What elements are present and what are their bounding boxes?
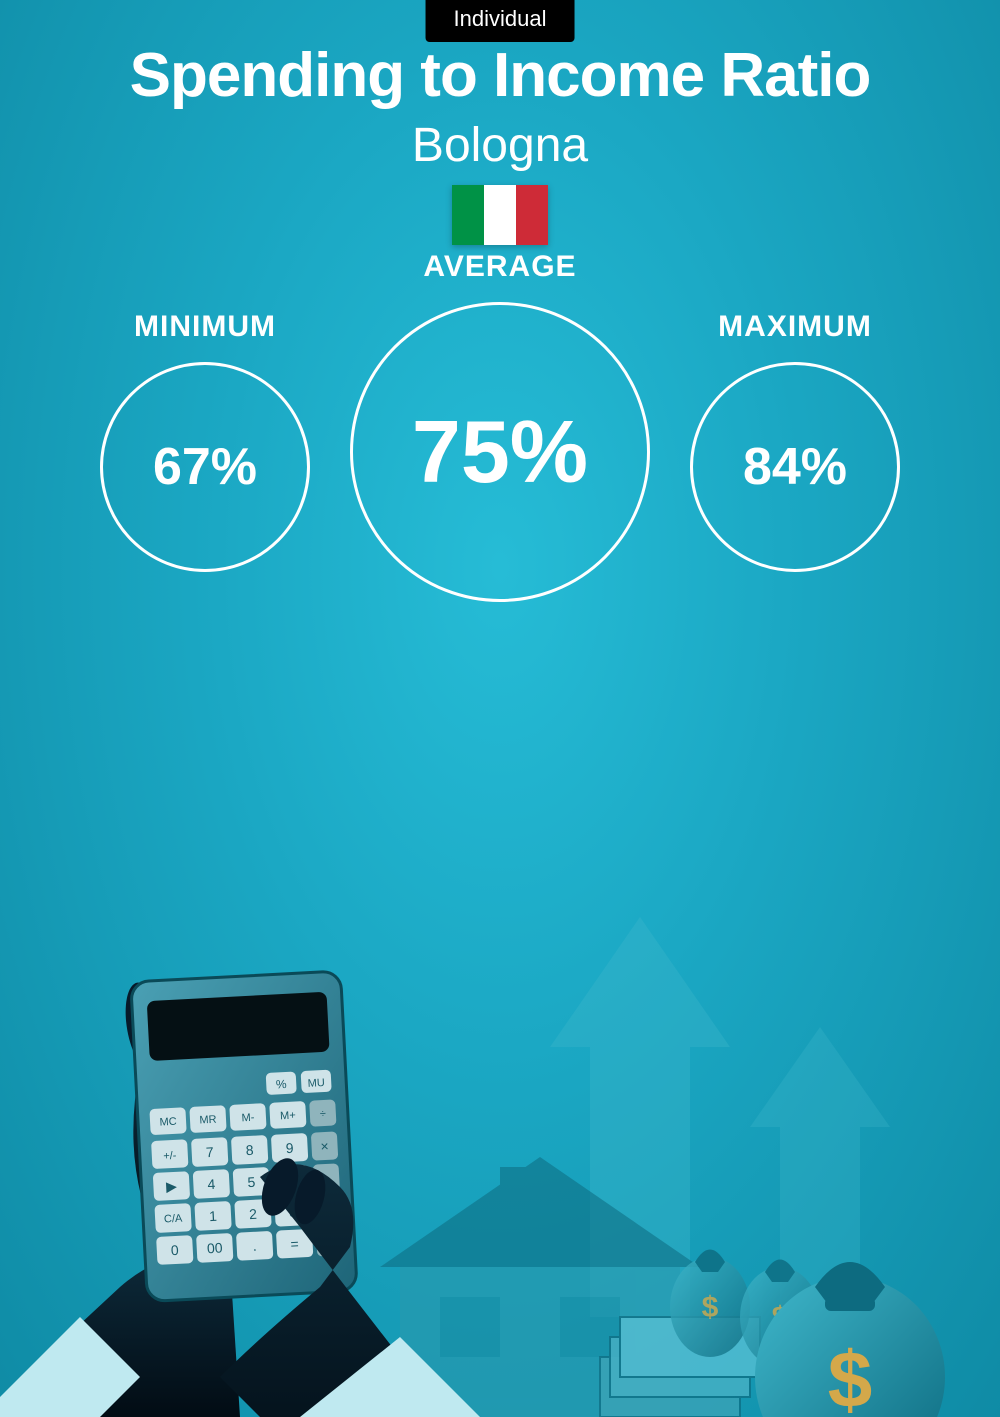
maximum-label: MAXIMUM (718, 310, 872, 344)
svg-text:÷: ÷ (320, 1108, 327, 1120)
average-label: AVERAGE (423, 250, 576, 284)
average-circle: 75% (350, 302, 650, 602)
page-title: Spending to Income Ratio (0, 40, 1000, 111)
finance-illustration: $ $ $ % MU MC MR M- M+ ÷ (0, 817, 1000, 1417)
italy-flag-icon (452, 185, 548, 245)
svg-text:.: . (252, 1238, 257, 1254)
svg-text:C/A: C/A (164, 1213, 184, 1226)
average-value: 75% (412, 401, 588, 503)
svg-text:$: $ (702, 1291, 719, 1324)
stat-maximum: MAXIMUM 84% (690, 310, 900, 572)
flag-stripe-2 (484, 185, 516, 245)
svg-text:7: 7 (205, 1144, 214, 1160)
minimum-value: 67% (153, 437, 257, 497)
svg-text:0: 0 (170, 1242, 179, 1258)
minimum-circle: 67% (100, 362, 310, 572)
flag-stripe-3 (516, 185, 548, 245)
svg-text:%: % (276, 1077, 288, 1092)
svg-text:=: = (290, 1236, 299, 1252)
flag-stripe-1 (452, 185, 484, 245)
svg-text:MU: MU (307, 1077, 325, 1090)
svg-text:9: 9 (285, 1140, 294, 1156)
svg-text:8: 8 (245, 1142, 254, 1158)
svg-text:M-: M- (241, 1112, 255, 1125)
svg-text:5: 5 (247, 1174, 256, 1190)
maximum-value: 84% (743, 437, 847, 497)
stats-row: MINIMUM 67% AVERAGE 75% MAXIMUM 84% (0, 300, 1000, 602)
location-subtitle: Bologna (0, 118, 1000, 173)
svg-text:M+: M+ (280, 1110, 296, 1123)
svg-text:1: 1 (209, 1208, 218, 1224)
stat-average: AVERAGE 75% (350, 250, 650, 602)
svg-text:▶: ▶ (166, 1178, 178, 1195)
svg-text:MC: MC (159, 1116, 177, 1129)
svg-text:2: 2 (249, 1206, 258, 1222)
minimum-label: MINIMUM (134, 310, 276, 344)
svg-text:+/-: +/- (163, 1150, 177, 1163)
svg-text:00: 00 (207, 1240, 224, 1257)
svg-text:MR: MR (199, 1114, 217, 1127)
svg-text:×: × (320, 1138, 329, 1154)
svg-text:$: $ (828, 1335, 873, 1417)
maximum-circle: 84% (690, 362, 900, 572)
stat-minimum: MINIMUM 67% (100, 310, 310, 572)
category-tab: Individual (426, 0, 575, 42)
svg-text:4: 4 (207, 1176, 216, 1192)
